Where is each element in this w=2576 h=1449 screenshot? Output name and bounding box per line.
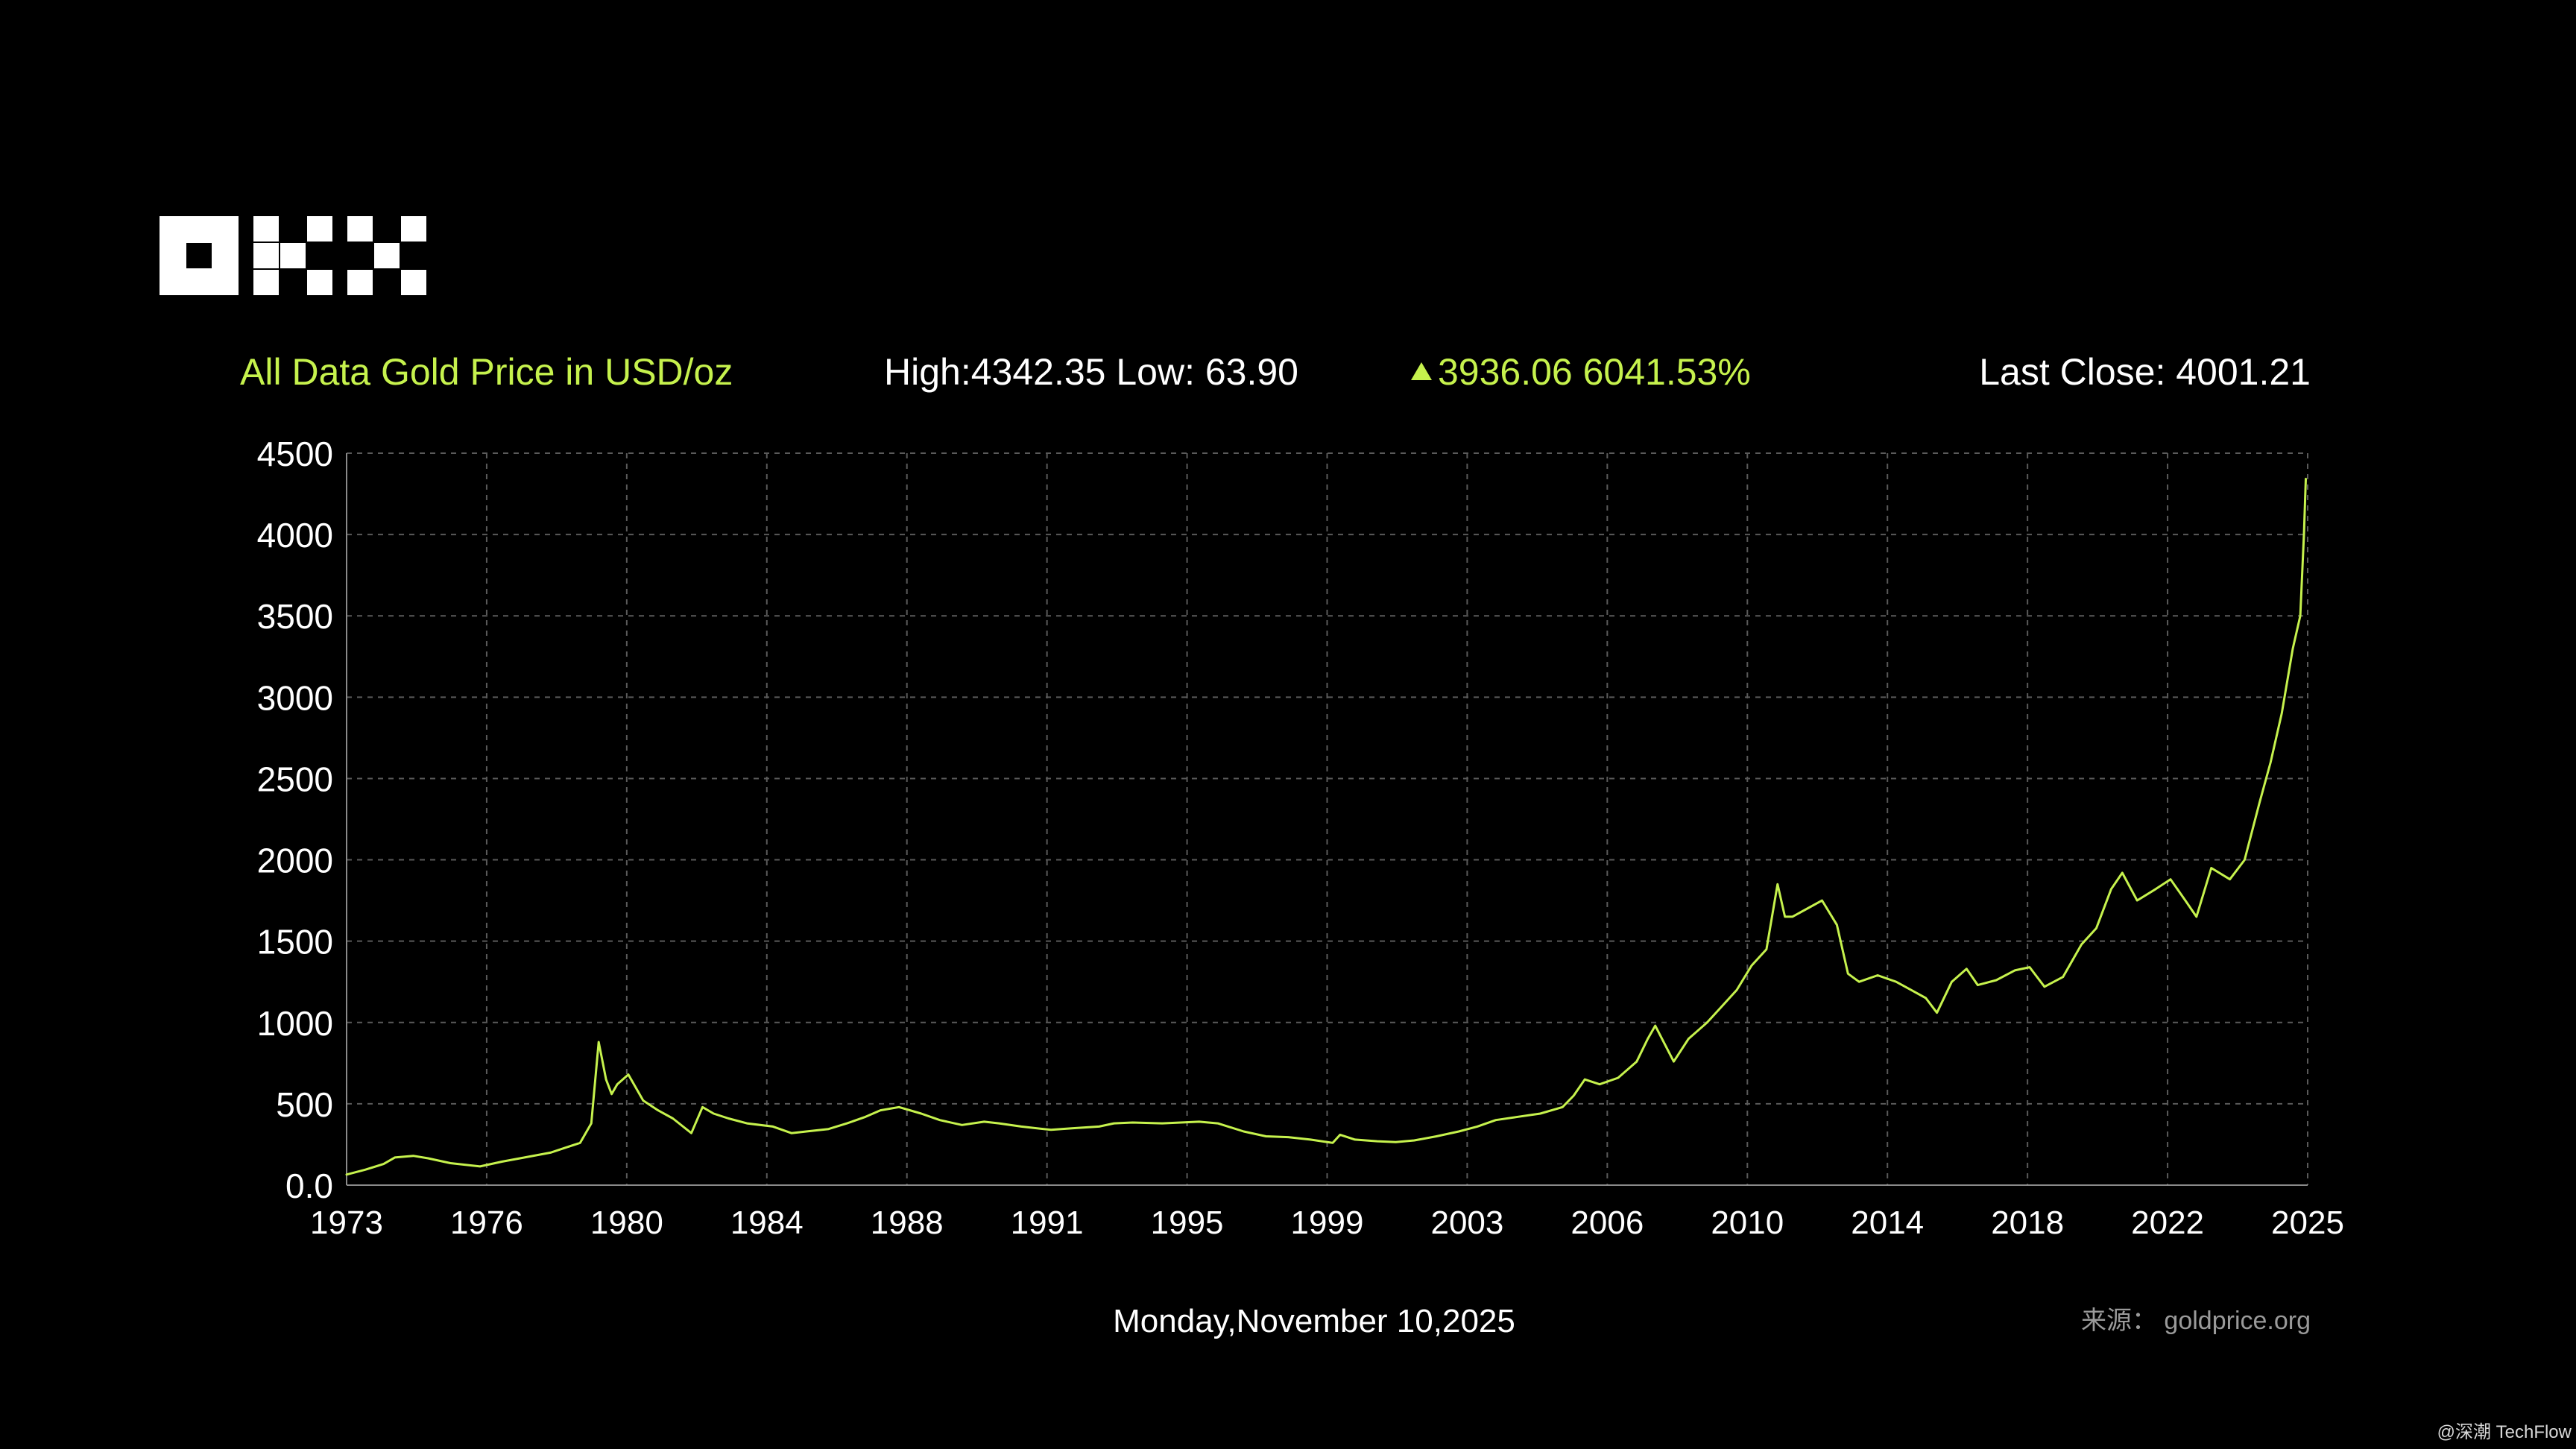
high-low-readout: High:4342.35 Low: 63.90 [884, 351, 1298, 393]
price-series-line [345, 478, 2307, 1176]
y-tick-label: 1000 [257, 1004, 333, 1043]
y-tick-label: 4000 [257, 516, 333, 555]
x-tick-label: 1980 [590, 1205, 663, 1241]
up-triangle-icon [1411, 362, 1432, 380]
x-tick-label: 2010 [1711, 1205, 1784, 1241]
price-change-value: 3936.06 6041.53% [1438, 351, 1751, 393]
y-tick-label: 1500 [257, 923, 333, 962]
x-tick-label: 2014 [1851, 1205, 1924, 1241]
x-tick-label: 1991 [1011, 1205, 1084, 1241]
price-change: 3936.06 6041.53% [1411, 350, 1751, 394]
x-tick-label: 1984 [730, 1205, 804, 1241]
x-tick-label: 2006 [1570, 1205, 1644, 1241]
x-tick-label: 1988 [871, 1205, 944, 1241]
y-tick-label: 2500 [257, 760, 333, 798]
y-tick-label: 3000 [257, 678, 333, 717]
x-tick-label: 2022 [2131, 1205, 2204, 1241]
x-tick-label: 2018 [1991, 1205, 2064, 1241]
x-tick-label: 1999 [1291, 1205, 1364, 1241]
watermark-credit: @深潮 TechFlow [2437, 1422, 2572, 1442]
okx-logo [160, 216, 426, 295]
y-tick-label: 500 [276, 1085, 333, 1124]
x-tick-label: 1976 [450, 1205, 523, 1241]
chart-date: Monday,November 10,2025 [1113, 1303, 1515, 1339]
x-tick-label: 2003 [1430, 1205, 1503, 1241]
last-close-readout: Last Close: 4001.21 [1979, 351, 2311, 393]
y-tick-label: 4500 [257, 435, 333, 473]
x-tick-label: 2025 [2271, 1205, 2344, 1241]
x-tick-label: 1995 [1151, 1205, 1224, 1241]
chart-title: All Data Gold Price in USD/oz [240, 351, 733, 393]
data-source: 来源： goldprice.org [2080, 1307, 2311, 1335]
y-tick-label: 0.0 [285, 1167, 333, 1205]
y-tick-label: 2000 [257, 842, 333, 880]
x-tick-label: 1973 [310, 1205, 383, 1241]
gold-price-chart: 0.0 500 1000 1500 2000 2500 3000 3500 4000 4500 19… [257, 435, 2344, 1241]
y-tick-label: 3500 [257, 597, 333, 636]
